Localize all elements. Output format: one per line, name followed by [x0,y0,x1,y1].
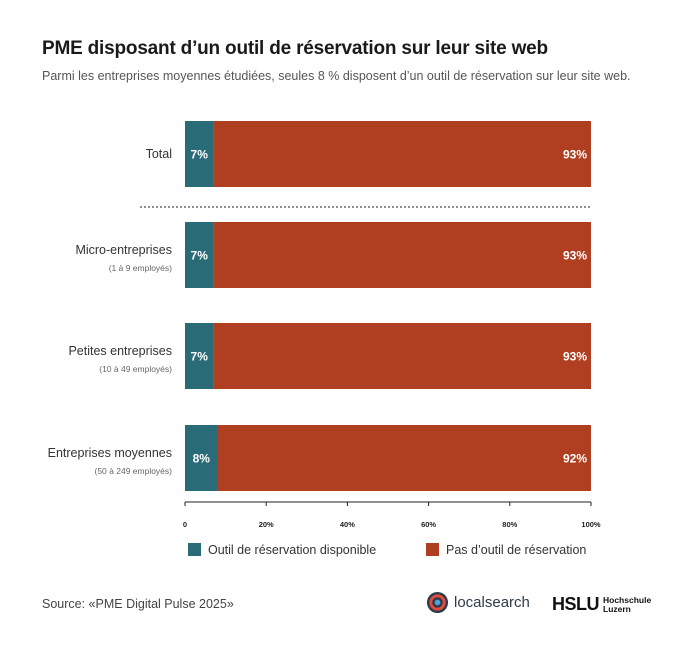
hslu-line-2: Luzern [603,603,631,614]
x-tick-label: 80% [502,520,517,529]
legend-label: Pas d’outil de réservation [446,543,586,557]
data-label: 7% [191,350,209,364]
bar-segment-with-tool [185,222,214,288]
data-label: 93% [563,249,587,263]
data-label: 7% [191,249,209,263]
hslu-line-1: Hochschule [603,594,652,605]
bar-segment-with-tool [185,425,218,491]
category-sublabel: (1 à 9 employés) [109,263,172,273]
category-sublabel: (10 à 49 employés) [99,364,172,374]
x-tick-label: 0 [183,520,187,529]
data-label: 7% [191,148,209,162]
chart-subtitle: Parmi les entreprises moyennes étudiées,… [42,69,631,83]
x-tick-label: 40% [340,520,355,529]
hslu-logo: HSLU Hochschule Luzern [552,594,651,615]
legend-swatch [426,543,439,556]
x-tick-label: 20% [259,520,274,529]
localsearch-mark-icon [426,591,449,614]
source-note: Source: «PME Digital Pulse 2025» [42,597,234,611]
data-label: 93% [563,350,587,364]
hslu-subtitle: Hochschule Luzern [603,594,652,614]
x-tick-label: 100% [581,520,601,529]
data-label: 8% [193,452,211,466]
localsearch-wordmark: localsearch [454,594,530,611]
category-label: Total [146,147,172,161]
data-label: 92% [563,452,587,466]
category-sublabel: (50 à 249 employés) [95,466,173,476]
hslu-wordmark: HSLU [552,594,600,614]
bar-segment-with-tool [185,121,214,187]
legend-label: Outil de réservation disponible [208,543,376,557]
bar-segment-with-tool [185,323,214,389]
bar-chart: 7% 93% 7% 93% 7% 93% 8% 92% Total Micro-entrepri… [48,121,601,557]
localsearch-logo: localsearch [426,591,530,614]
chart-title: PME disposant d’un outil de réservation … [42,38,548,59]
bar-segment-without-tool [213,222,592,288]
category-label: Entreprises moyennes [48,446,172,460]
legend-swatch [188,543,201,556]
x-tick-label: 60% [421,520,436,529]
data-label: 93% [563,148,587,162]
category-label: Micro-entreprises [75,243,172,257]
bar-segment-without-tool [213,121,592,187]
bar-segment-without-tool [213,323,592,389]
bar-segment-without-tool [217,425,592,491]
category-label: Petites entreprises [68,344,172,358]
